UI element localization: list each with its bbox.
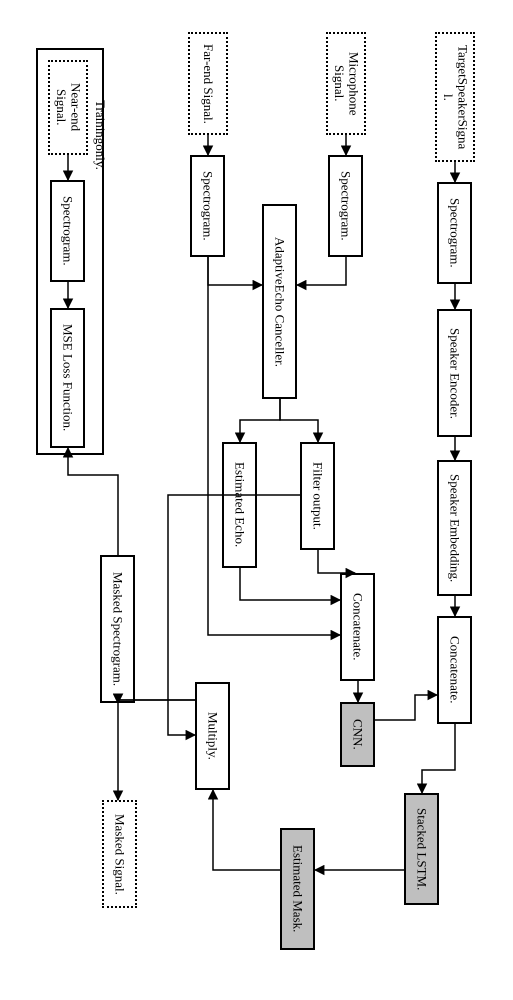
multiply-label: Multiply. [205,710,219,762]
far-end-signal: Far-end Signal. [188,32,228,135]
microphone-signal: Microphone Signal. [326,32,366,135]
edge-adaptive_echo_canceller-to-estimated_echo [240,399,280,442]
estimated-mask-label: Estimated Mask. [290,843,304,934]
multiply: Multiply. [195,682,230,790]
concatenate-right: Concatenate. [437,616,472,724]
filter-output-label: Filter output. [310,460,324,532]
spectrogram-far-label: Spectrogram. [200,169,214,243]
speaker-encoder: Speaker Encoder. [437,309,472,437]
speaker-embedding-label: Speaker Embedding. [447,472,461,584]
edge-adaptive_echo_canceller-to-filter_output [280,399,318,442]
stacked-lstm-label: Stacked LSTM. [414,806,428,892]
adaptive-echo-canceller-label: AdaptiveEcho Canceller. [272,235,286,369]
edge-estimated_echo-to-concatenate_mid [240,568,340,600]
cnn: CNN. [340,702,375,767]
training-only-label-label: Trainingonly. [93,98,107,172]
training-only-label: Trainingonly. [90,95,110,175]
concatenate-mid-label: Concatenate. [350,591,364,663]
estimated-echo-label: Estimated Echo. [232,460,246,549]
concatenate-right-label: Concatenate. [447,634,461,706]
spectrogram-mic: Spectrogram. [328,155,363,257]
spectrogram-far: Spectrogram. [190,155,225,257]
masked-signal-label: Masked Signal. [112,812,126,897]
target-speaker-signal: TargetSpeakerSigna l. [435,32,475,162]
edge-concatenate_right-to-stacked_lstm [422,724,455,793]
spectrogram-target-label: Spectrogram. [447,196,461,270]
adaptive-echo-canceller: AdaptiveEcho Canceller. [262,204,297,399]
edge-filter_output-to-concatenate_mid [318,550,355,573]
speaker-encoder-label: Speaker Encoder. [447,326,461,421]
masked-signal: Masked Signal. [102,800,137,908]
masked-spectrogram-label: Masked Spectrogram. [110,570,124,688]
estimated-mask: Estimated Mask. [280,828,315,950]
cnn-label: CNN. [350,717,364,752]
stacked-lstm: Stacked LSTM. [404,793,439,905]
edge-masked_spectrogram-to-mse_loss_function [68,448,118,555]
edge-spectrogram_far-to-adaptive_echo_canceller [208,257,262,285]
concatenate-mid: Concatenate. [340,573,375,681]
spectrogram-target: Spectrogram. [437,182,472,284]
spectrogram-mic-label: Spectrogram. [338,169,352,243]
edge-cnn-to-concatenate_right [375,695,437,720]
target-speaker-signal-label: TargetSpeakerSigna l. [441,43,470,151]
filter-output: Filter output. [300,442,335,550]
edge-estimated_mask-to-multiply [213,790,280,870]
estimated-echo: Estimated Echo. [222,442,257,568]
edge-spectrogram_mic-to-adaptive_echo_canceller [297,257,346,285]
microphone-signal-label: Microphone Signal. [332,50,361,118]
masked-spectrogram: Masked Spectrogram. [100,555,135,703]
far-end-signal-label: Far-end Signal. [201,42,215,126]
speaker-embedding: Speaker Embedding. [437,460,472,596]
